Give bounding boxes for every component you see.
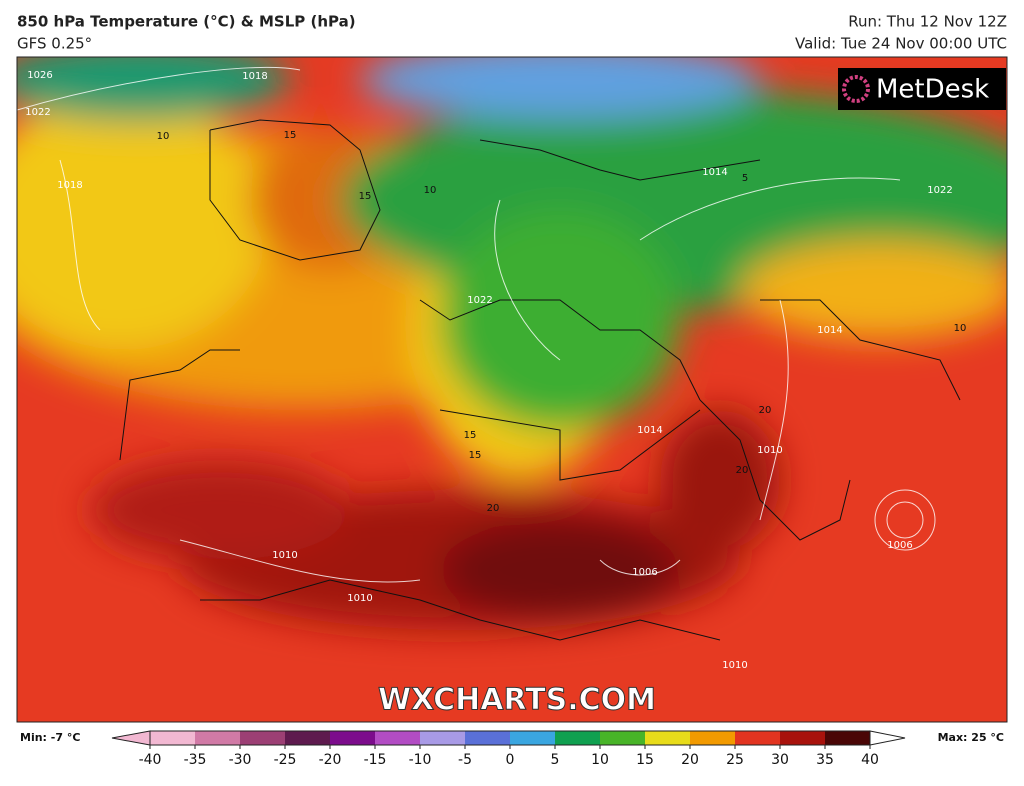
borders xyxy=(119,119,961,641)
tick-label: -15 xyxy=(364,752,387,768)
pressure-label: 1006 xyxy=(632,567,657,578)
tick-label: 0 xyxy=(506,752,515,768)
colorbar-segment xyxy=(735,731,781,745)
logo-box xyxy=(838,68,1006,110)
logo-mark xyxy=(842,75,870,103)
pressure-label: 1018 xyxy=(242,71,267,82)
tick-label: 40 xyxy=(861,752,879,768)
valid-time: Valid: Tue 24 Nov 00:00 UTC xyxy=(795,35,1007,53)
colorbar-segment xyxy=(150,731,196,745)
tick-label: 5 xyxy=(551,752,560,768)
watermark: WXCHARTS.COM xyxy=(378,683,656,718)
colorbar-segment xyxy=(555,731,601,745)
tick-label: 30 xyxy=(771,752,789,768)
temperature-label: 10 xyxy=(157,131,170,142)
colorbar-segment xyxy=(195,731,241,745)
tick-label: -35 xyxy=(184,752,207,768)
tick-label: 35 xyxy=(816,752,834,768)
colorbar: -40 -35 -30 -25 -20 -15 -10 -5 0 5 10 15 20 25 30 35 40 xyxy=(111,730,906,768)
pressure-label: 1010 xyxy=(722,660,747,671)
min-label: Min: -7 °C xyxy=(20,731,80,744)
colorbar-segment xyxy=(690,731,736,745)
isobars xyxy=(17,66,936,583)
colorbar-segment xyxy=(780,731,826,745)
colorbar-segment xyxy=(330,731,376,745)
colorbar-end xyxy=(869,730,906,746)
pressure-label: 1010 xyxy=(757,445,782,456)
colorbar-segment xyxy=(465,731,511,745)
logo: MetDesk xyxy=(876,75,989,105)
tick-label: -30 xyxy=(229,752,252,768)
tick-label: 20 xyxy=(681,752,699,768)
temperature-label: 10 xyxy=(424,185,437,196)
colorbar-segment xyxy=(510,731,556,745)
tick-label: 15 xyxy=(636,752,654,768)
pressure-label: 1014 xyxy=(702,167,727,178)
temperature-label: 15 xyxy=(469,450,482,461)
contour-labels: 1026 101810221018101410221022101410101014… xyxy=(25,70,966,671)
tick-label: -40 xyxy=(139,752,162,768)
pressure-label: 1022 xyxy=(467,295,492,306)
colorbar-segment xyxy=(240,731,286,745)
pressure-label: 1014 xyxy=(817,325,842,336)
tick-label: -5 xyxy=(458,752,472,768)
tick-label: -10 xyxy=(409,752,432,768)
title: 850 hPa Temperature (°C) & MSLP (hPa) xyxy=(17,13,356,31)
colorbar-segment xyxy=(375,731,421,745)
temperature-label: 15 xyxy=(464,430,477,441)
colorbar-segment xyxy=(285,731,331,745)
map: 1026 101810221018101410221022101410101014… xyxy=(17,57,1007,722)
pressure-label: 1022 xyxy=(25,107,50,118)
temperature-label: 20 xyxy=(736,465,749,476)
pressure-label: 1010 xyxy=(272,550,297,561)
pressure-label: 1014 xyxy=(637,425,662,436)
pressure-label: 1006 xyxy=(887,540,912,551)
tick-label: 25 xyxy=(726,752,744,768)
pressure-label: 1010 xyxy=(347,593,372,604)
run-time: Run: Thu 12 Nov 12Z xyxy=(848,13,1007,31)
temperature-label: 5 xyxy=(742,173,748,184)
tick-label: -25 xyxy=(274,752,297,768)
model: GFS 0.25° xyxy=(17,35,92,53)
pressure-label: 1022 xyxy=(927,185,952,196)
temperature-label: 15 xyxy=(284,130,297,141)
pressure-label: 1018 xyxy=(57,180,82,191)
temperature-label: 15 xyxy=(359,191,372,202)
tick-label: 10 xyxy=(591,752,609,768)
map-frame xyxy=(16,56,1008,723)
colorbar-segment xyxy=(420,731,466,745)
colorbar-segment xyxy=(825,731,871,745)
colorbar-end xyxy=(111,730,151,746)
colorbar-segment xyxy=(645,731,691,745)
temperature-label: 20 xyxy=(759,405,772,416)
pressure-label: 1026 xyxy=(27,70,52,81)
max-label: Max: 25 °C xyxy=(938,731,1004,744)
temperature-label: 10 xyxy=(954,323,967,334)
colorbar-segment xyxy=(600,731,646,745)
tick-label: -20 xyxy=(319,752,342,768)
temperature-label: 20 xyxy=(487,503,500,514)
